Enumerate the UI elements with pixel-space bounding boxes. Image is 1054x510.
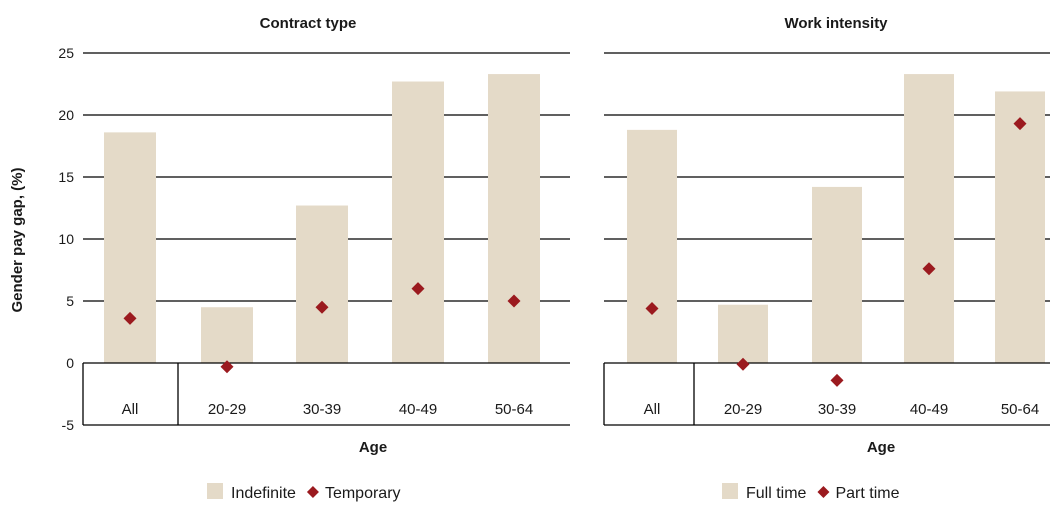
y-tick-label: 20 xyxy=(58,107,74,123)
y-tick-label: 0 xyxy=(66,355,74,371)
bar xyxy=(995,91,1045,363)
legend-swatch-diamond xyxy=(306,486,319,498)
bar xyxy=(296,205,348,363)
y-tick-label: -5 xyxy=(62,417,75,433)
bar xyxy=(718,304,768,363)
legend-label: Temporary xyxy=(325,485,401,502)
bar xyxy=(104,132,156,363)
x-tick-label: 40-49 xyxy=(910,401,948,418)
x-tick-label: 20-29 xyxy=(208,401,246,418)
bar xyxy=(392,81,444,364)
diamond-marker xyxy=(1013,117,1027,131)
y-tick-label: 25 xyxy=(58,45,74,61)
legend-label: Full time xyxy=(746,485,807,502)
bar xyxy=(488,74,540,363)
bar xyxy=(904,74,954,363)
legend-swatch-bar xyxy=(207,483,223,499)
x-tick-label: 20-29 xyxy=(724,401,762,418)
y-tick-label: 5 xyxy=(66,293,74,309)
x-tick-label: All xyxy=(644,401,661,418)
x-tick-label: 40-49 xyxy=(399,401,437,418)
panel-work-intensity: Work intensity All 20-29 30-39 40-49 50-64 A… xyxy=(603,15,1050,502)
diamond-marker xyxy=(315,300,329,314)
legend-swatch-bar xyxy=(722,483,738,499)
y-axis-title: Gender pay gap, (%) xyxy=(9,167,26,312)
panel-title: Work intensity xyxy=(784,15,888,32)
x-tick-label: 30-39 xyxy=(818,401,856,418)
diamond-marker xyxy=(645,301,659,315)
x-tick-label: 50-64 xyxy=(1001,401,1039,418)
legend-label: Indefinite xyxy=(231,485,296,502)
bar xyxy=(627,129,677,363)
panel-contract-type: Contract type All 20-29 30-39 40-49 50-64 Ag… xyxy=(82,15,570,502)
plot-area: All 20-29 30-39 40-49 50-64 xyxy=(603,52,1050,426)
y-axis-ticks: 25 20 15 10 5 0 -5 xyxy=(58,45,74,433)
x-tick-label: All xyxy=(122,401,139,418)
plot-area: All 20-29 30-39 40-49 50-64 xyxy=(82,52,570,426)
diamond-marker xyxy=(220,360,234,374)
legend: Full time Part time xyxy=(722,483,900,502)
bar xyxy=(812,186,862,363)
legend-swatch-diamond xyxy=(817,486,830,498)
x-tick-label: 30-39 xyxy=(303,401,341,418)
x-axis-title: Age xyxy=(867,439,895,456)
panel-title: Contract type xyxy=(260,15,357,32)
diamond-marker xyxy=(411,282,425,296)
diamond-marker xyxy=(736,357,750,371)
y-tick-label: 15 xyxy=(58,169,74,185)
diamond-marker xyxy=(123,311,137,325)
diamond-marker xyxy=(830,373,844,387)
diamond-marker xyxy=(507,294,521,308)
bar xyxy=(201,307,253,363)
diamond-marker xyxy=(922,262,936,276)
legend-label: Part time xyxy=(835,485,899,502)
x-axis-title: Age xyxy=(359,439,387,456)
legend: Indefinite Temporary xyxy=(207,483,401,502)
y-tick-label: 10 xyxy=(58,231,74,247)
x-tick-label: 50-64 xyxy=(495,401,533,418)
